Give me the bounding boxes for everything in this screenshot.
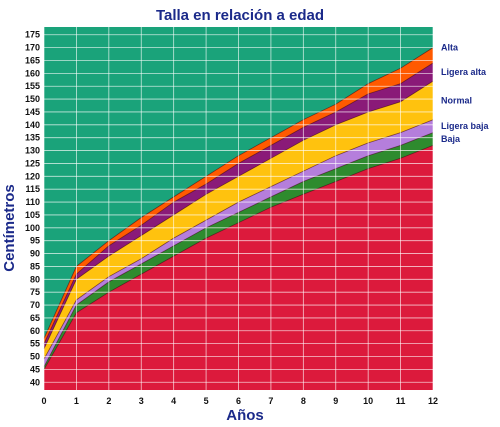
y-tick-label: 125	[25, 158, 40, 168]
y-tick-label: 80	[30, 274, 40, 284]
x-tick-label: 11	[396, 396, 406, 406]
legend-label-ligera-alta: Ligera alta	[441, 67, 487, 77]
x-tick-label: 1	[74, 396, 79, 406]
y-tick-label: 140	[25, 120, 40, 130]
y-tick-label: 165	[25, 55, 40, 65]
x-tick-label: 3	[139, 396, 144, 406]
band-ligera-baja	[44, 119, 433, 367]
y-tick-label: 160	[25, 68, 40, 78]
y-tick-label: 145	[25, 107, 40, 117]
y-tick-label: 75	[30, 287, 40, 297]
band-baja	[44, 132, 433, 370]
y-axis-ticks: 40 45 50 55 60 65 70 75 80 85 90 95 100 105 110 115 120 1…	[25, 30, 40, 388]
y-tick-label: 55	[30, 339, 40, 349]
y-tick-label: 65	[30, 313, 40, 323]
x-tick-label: 5	[204, 396, 209, 406]
grid-lines	[43, 27, 434, 390]
y-tick-label: 60	[30, 326, 40, 336]
x-tick-label: 8	[301, 396, 306, 406]
band-alta	[44, 47, 433, 344]
y-tick-label: 150	[25, 94, 40, 104]
y-tick-label: 135	[25, 133, 40, 143]
x-tick-label: 6	[236, 396, 241, 406]
x-axis-title: Años	[226, 407, 264, 424]
y-tick-label: 85	[30, 261, 40, 271]
legend-label-alta: Alta	[441, 43, 459, 53]
y-tick-label: 115	[25, 184, 40, 194]
x-axis-ticks: 0 1 2 3 4 5 6 7 8 9 10 11 12	[41, 396, 438, 406]
y-tick-label: 50	[30, 352, 40, 362]
x-tick-label: 0	[41, 396, 46, 406]
x-tick-label: 7	[268, 396, 273, 406]
y-tick-label: 120	[25, 171, 40, 181]
legend: Baja Ligera baja Normal Ligera alta Alta	[441, 43, 490, 144]
chart-title: Talla en relación a edad	[156, 7, 324, 24]
x-tick-label: 10	[363, 396, 373, 406]
legend-label-ligera-baja: Ligera baja	[441, 121, 490, 131]
y-tick-label: 70	[30, 300, 40, 310]
y-tick-label: 40	[30, 377, 40, 387]
legend-label-baja: Baja	[441, 134, 461, 144]
y-tick-label: 175	[25, 30, 40, 40]
y-axis-title: Centímetros	[1, 184, 18, 272]
y-tick-label: 105	[25, 210, 40, 220]
x-tick-label: 12	[428, 396, 438, 406]
y-tick-label: 100	[25, 223, 40, 233]
y-tick-label: 95	[30, 236, 40, 246]
y-tick-label: 170	[25, 43, 40, 53]
band-ligera-alta	[44, 63, 433, 349]
y-tick-label: 90	[30, 249, 40, 259]
x-tick-label: 2	[106, 396, 111, 406]
y-tick-label: 130	[25, 146, 40, 156]
y-tick-label: 110	[25, 197, 40, 207]
y-tick-label: 45	[30, 364, 40, 374]
y-tick-label: 155	[25, 81, 40, 91]
x-tick-label: 4	[171, 396, 176, 406]
x-tick-label: 9	[333, 396, 338, 406]
legend-label-normal: Normal	[441, 95, 472, 105]
